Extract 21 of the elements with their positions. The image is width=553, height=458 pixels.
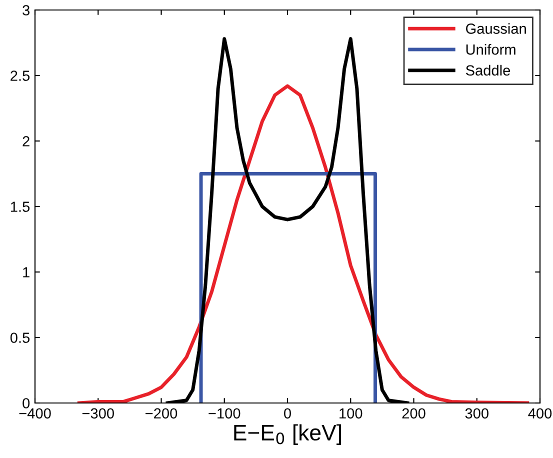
legend-label: Saddle [466,64,510,76]
x-tick-label: 300 [465,408,488,419]
y-tick-label: 0 [22,398,30,408]
y-tick-label: 3 [22,5,30,16]
legend-label: Gaussian [466,23,526,34]
x-tick-label: −100 [208,408,240,419]
x-tick-label: 0 [284,408,291,419]
line-series [77,84,530,403]
x-tick-label: −400 [19,408,51,419]
x-tick-label: 100 [340,408,362,419]
y-tick-label: 1.5 [10,202,30,212]
y-tick-label: 0.5 [10,332,30,343]
legend-label: Uniform [466,44,516,55]
y-tick-label: 1 [23,267,30,278]
x-tick-label: −200 [146,408,178,419]
x-tick-label: 400 [528,408,552,419]
y-tick-label: 2.5 [10,70,30,81]
x-tick-label: 200 [402,408,426,419]
y-tick-label: 2 [22,136,30,146]
x-axis-title: E−E$_{0}$ [keV] [234,424,341,445]
x-tick-label: −300 [82,408,114,419]
